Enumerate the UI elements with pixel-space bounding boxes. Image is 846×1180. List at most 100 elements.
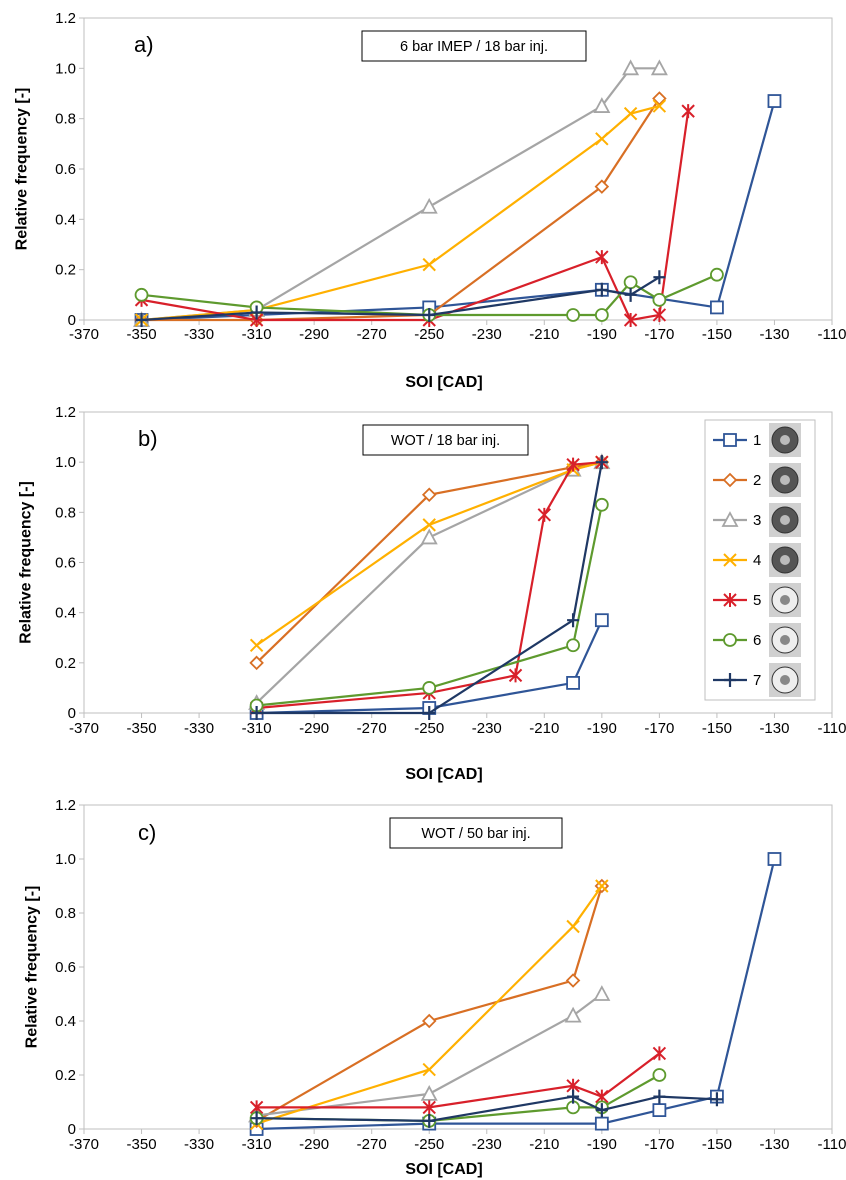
- panel-2: 0 0.2 0.4 0.6 0.8 1.0 1.2 -370 -350 -330 -310 -290 -…: [18, 404, 846, 783]
- series-7-point: [423, 1113, 436, 1128]
- y-tick-label: 0.2: [55, 655, 76, 672]
- series-5-point: [537, 507, 552, 522]
- nozzle-hole-icon: [780, 435, 790, 445]
- x-tick-label: -110: [818, 326, 846, 343]
- x-tick-label: -330: [184, 720, 214, 737]
- series-3-point: [420, 197, 438, 214]
- panel-label: a): [134, 32, 154, 57]
- x-tick-label: -270: [357, 326, 387, 343]
- series-6-point: [623, 275, 638, 290]
- series-2: [249, 454, 610, 671]
- x-tick-label: -210: [529, 326, 559, 343]
- series-5: [249, 1046, 667, 1115]
- y-tick-label: 0.4: [55, 1013, 76, 1030]
- legend-marker: [722, 472, 738, 488]
- x-tick-label: -110: [818, 1136, 846, 1153]
- x-tick-label: -270: [357, 1136, 387, 1153]
- x-tick-label: -230: [472, 1136, 502, 1153]
- series-4-point: [595, 879, 609, 893]
- x-tick-label: -190: [587, 326, 617, 343]
- series-3: [133, 59, 668, 327]
- series-4-point: [249, 638, 264, 652]
- legend-entry-7: 7: [713, 663, 801, 697]
- series-4-point: [422, 1062, 436, 1077]
- legend-entry-6: 6: [713, 623, 801, 657]
- x-tick-label: -290: [299, 326, 329, 343]
- legend-label: 3: [753, 512, 761, 529]
- x-tick-label: -110: [818, 720, 846, 737]
- series-4-point: [652, 99, 667, 113]
- series-2-point: [421, 1013, 437, 1029]
- x-tick-label: -150: [702, 720, 732, 737]
- y-axis-title: Relative frequency [-]: [18, 481, 35, 644]
- series-6-point: [134, 287, 149, 302]
- x-tick-label: -210: [529, 720, 559, 737]
- annotation-text: WOT / 18 bar inj.: [391, 433, 500, 449]
- x-tick-label: -350: [127, 1136, 157, 1153]
- legend-marker: [723, 593, 737, 607]
- series-4-point: [595, 132, 609, 146]
- series-5-point: [595, 250, 609, 265]
- nozzle-hole-icon: [780, 635, 790, 645]
- series-2: [249, 878, 610, 1129]
- series-1-line: [256, 619, 603, 715]
- series-7-point: [595, 455, 608, 470]
- legend-marker: [721, 511, 739, 527]
- series-1-point: [767, 852, 782, 866]
- series-5-point: [681, 104, 695, 119]
- y-tick-label: 1.0: [55, 454, 76, 471]
- y-tick-label: 1.2: [55, 404, 76, 421]
- panel-label: c): [138, 820, 156, 845]
- y-axis-title: Relative frequency [-]: [24, 886, 41, 1049]
- x-tick-label: -130: [759, 326, 789, 343]
- series-6-point: [594, 497, 609, 512]
- series-3-point: [593, 97, 611, 113]
- y-tick-label: 0.6: [55, 959, 76, 976]
- legend-marker: [724, 673, 736, 687]
- legend-marker: [723, 553, 737, 567]
- y-tick-label: 0.4: [55, 211, 76, 228]
- y-tick-label: 0: [68, 705, 76, 722]
- y-tick-label: 1.2: [55, 797, 76, 814]
- annotation-text: WOT / 50 bar inj.: [421, 826, 530, 842]
- series-7-point: [250, 1111, 263, 1126]
- legend-entry-5: 5: [713, 583, 801, 617]
- series-7-point: [624, 287, 637, 302]
- annotation-box: [362, 424, 529, 456]
- panel-1: 0 0.2 0.4 0.6 0.8 1.0 1.2 -370 -350 -330 -310 -290 -…: [14, 10, 846, 391]
- series-6-point: [652, 292, 667, 307]
- x-tick-label: -250: [414, 326, 444, 343]
- series-7-point: [250, 305, 263, 320]
- y-tick-label: 0.2: [55, 262, 76, 279]
- series-7-point: [567, 613, 580, 628]
- legend-label: 2: [753, 472, 761, 489]
- legend-entry-3: 3: [713, 503, 801, 537]
- series-7-point: [567, 1089, 580, 1104]
- series-6-point: [710, 267, 724, 282]
- series-5-point: [652, 307, 667, 322]
- series-3-line: [256, 993, 603, 1117]
- annotation-text: 6 bar IMEP / 18 bar inj.: [400, 39, 548, 55]
- series-1-point: [594, 1116, 609, 1131]
- series-2-point: [565, 973, 581, 988]
- series-7-point: [595, 1103, 608, 1118]
- x-tick-label: -250: [414, 720, 444, 737]
- y-tick-label: 1.0: [55, 851, 76, 868]
- series-2-line: [256, 885, 603, 1122]
- series-7-point: [423, 307, 436, 322]
- series-1-line: [141, 100, 776, 322]
- x-tick-label: -370: [69, 326, 99, 343]
- x-tick-label: -170: [644, 1136, 674, 1153]
- legend-label: 1: [753, 432, 761, 449]
- y-tick-label: 0.8: [55, 905, 76, 922]
- y-tick-label: 0.6: [55, 161, 76, 178]
- series-1-line: [256, 858, 776, 1131]
- series-2-line: [141, 97, 661, 322]
- x-tick-label: -370: [69, 1136, 99, 1153]
- legend-label: 7: [753, 672, 761, 689]
- series-4-line: [256, 885, 603, 1125]
- series-6-point: [594, 308, 609, 322]
- legend-label: 6: [753, 632, 761, 649]
- series-7-point: [135, 313, 148, 327]
